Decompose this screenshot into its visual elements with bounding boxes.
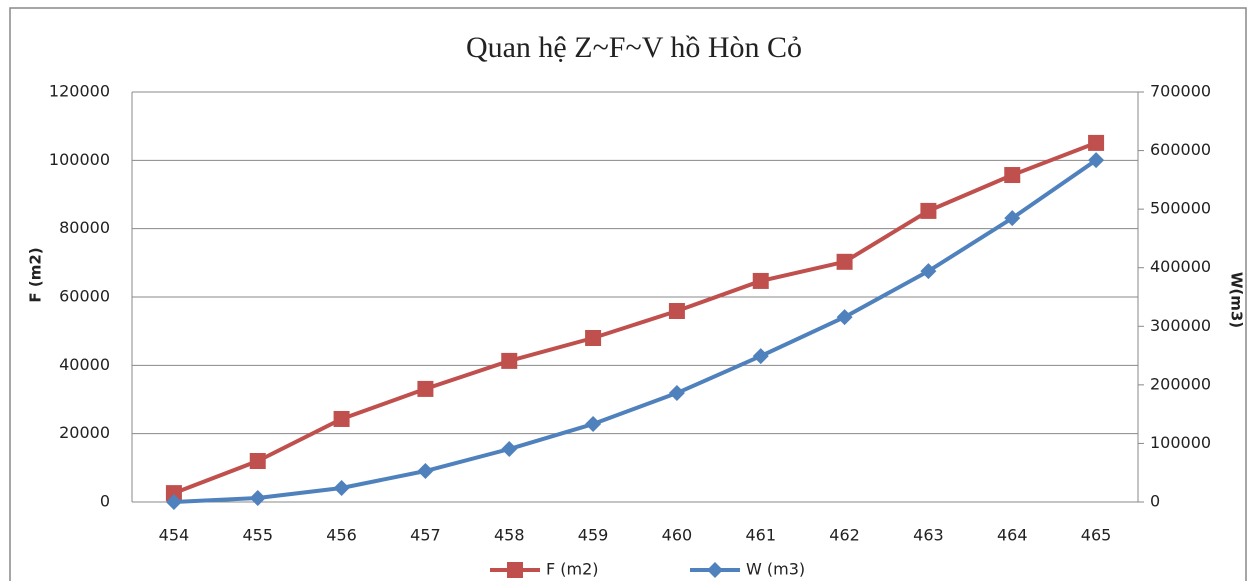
x-tick-label: 454	[159, 526, 190, 545]
chart-border	[9, 7, 1247, 581]
x-tick-label: 458	[494, 526, 525, 545]
series-line	[173, 158, 1098, 504]
point-marker	[920, 263, 937, 280]
y-tick-label: 100000	[49, 150, 110, 169]
y2-tick-label: 400000	[1150, 257, 1211, 276]
y2-tick-label: 600000	[1150, 140, 1211, 159]
legend-marker	[707, 562, 723, 578]
point-marker	[417, 380, 434, 397]
point-marker	[501, 352, 518, 369]
point-marker	[1004, 210, 1021, 227]
point-marker	[417, 463, 434, 480]
point-marker	[249, 453, 266, 469]
y2-tick-label: 0	[1150, 492, 1160, 511]
legend-label: W (m3)	[746, 560, 805, 579]
y2-tick-label: 100000	[1150, 433, 1211, 452]
x-tick-label: 461	[745, 526, 776, 545]
point-marker	[836, 309, 853, 326]
point-marker	[752, 348, 769, 365]
point-marker	[333, 410, 350, 427]
series-line	[173, 141, 1097, 495]
point-marker	[165, 494, 182, 510]
point-marker	[668, 303, 685, 320]
point-marker	[1004, 167, 1021, 184]
point-marker	[585, 330, 602, 346]
y2-tick-label: 700000	[1150, 82, 1211, 101]
legend-marker	[507, 562, 523, 578]
y2-axis-title: W(m3)	[1228, 272, 1246, 328]
x-tick-label: 463	[913, 526, 944, 545]
y-tick-label: 40000	[59, 355, 110, 374]
point-marker	[249, 490, 266, 507]
y-tick-label: 120000	[49, 82, 110, 101]
x-tick-label: 459	[578, 526, 609, 545]
point-marker	[333, 480, 350, 497]
point-marker	[1088, 134, 1105, 151]
y2-tick-label: 200000	[1150, 374, 1211, 393]
x-tick-label: 462	[829, 526, 860, 545]
x-tick-label: 456	[326, 526, 357, 545]
point-marker	[920, 202, 937, 219]
y-axis-title: F (m2)	[27, 247, 45, 302]
legend-label: F (m2)	[546, 560, 599, 579]
y-tick-label: 20000	[59, 423, 110, 442]
x-tick-label: 465	[1081, 526, 1112, 545]
x-tick-label: 455	[242, 526, 273, 545]
point-marker	[668, 385, 685, 402]
y-tick-label: 0	[100, 492, 110, 511]
point-marker	[501, 441, 518, 458]
y-tick-label: 60000	[59, 287, 110, 306]
point-marker	[752, 272, 769, 289]
y2-tick-label: 500000	[1150, 199, 1211, 218]
point-marker	[1088, 152, 1105, 169]
point-marker	[836, 253, 853, 270]
chart-title: Quan hệ Z~F~V hồ Hòn Cỏ	[466, 31, 802, 64]
point-marker	[585, 416, 602, 433]
y2-tick-label: 300000	[1150, 316, 1211, 335]
x-tick-label: 464	[997, 526, 1028, 545]
point-marker	[165, 485, 182, 502]
x-tick-label: 457	[410, 526, 441, 545]
x-tick-label: 460	[662, 526, 693, 545]
y-tick-label: 80000	[59, 218, 110, 237]
